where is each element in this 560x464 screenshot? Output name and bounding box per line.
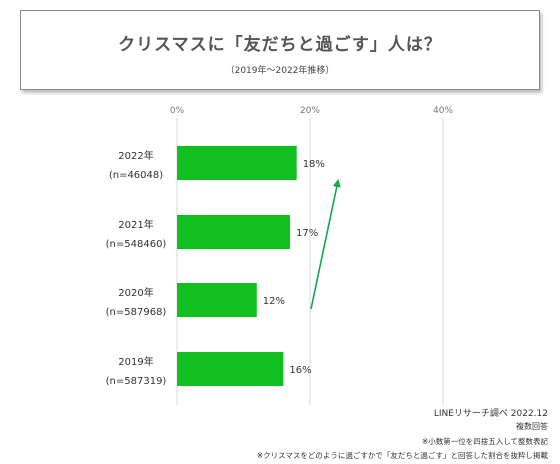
value-label: 12%: [263, 296, 285, 307]
category-n-label: (n=587968): [106, 307, 167, 318]
bar: [177, 146, 297, 180]
bar: [177, 352, 284, 386]
chart-subtitle: （2019年〜2022年推移）: [225, 66, 335, 76]
x-tick-label: 20%: [300, 106, 320, 116]
category-year-label: 2022年: [118, 149, 153, 162]
title-box: クリスマスに「友だちと過ごす」人は？ （2019年〜2022年推移）: [20, 10, 540, 90]
bar: [177, 215, 291, 249]
category-n-label: (n=46048): [109, 170, 163, 181]
footer-multiple-answer: 複数回答: [516, 422, 548, 431]
x-tick-label: 0%: [170, 106, 185, 116]
value-label: 18%: [303, 159, 325, 170]
footer-extract-note: ※クリスマスをどのように過ごすかで「友だちと過ごす」と回答した割合を抜粋し掲載: [256, 451, 548, 460]
category-year-label: 2021年: [118, 218, 153, 231]
value-label: 17%: [296, 228, 318, 239]
footer-rounding-note: ※小数第一位を四捨五入して整数表記: [421, 437, 548, 446]
category-n-label: (n=587319): [106, 376, 167, 387]
category-n-label: (n=548460): [106, 239, 167, 250]
category-year-label: 2020年: [118, 286, 153, 299]
trend-arrow: [310, 179, 341, 310]
value-label: 16%: [289, 365, 311, 376]
category-year-label: 2019年: [118, 355, 153, 368]
footer-source: LINEリサーチ調べ 2022.12: [433, 409, 548, 419]
bar: [177, 283, 257, 317]
chart-title: クリスマスに「友だちと過ごす」人は？: [118, 35, 442, 55]
x-tick-label: 40%: [433, 106, 453, 116]
